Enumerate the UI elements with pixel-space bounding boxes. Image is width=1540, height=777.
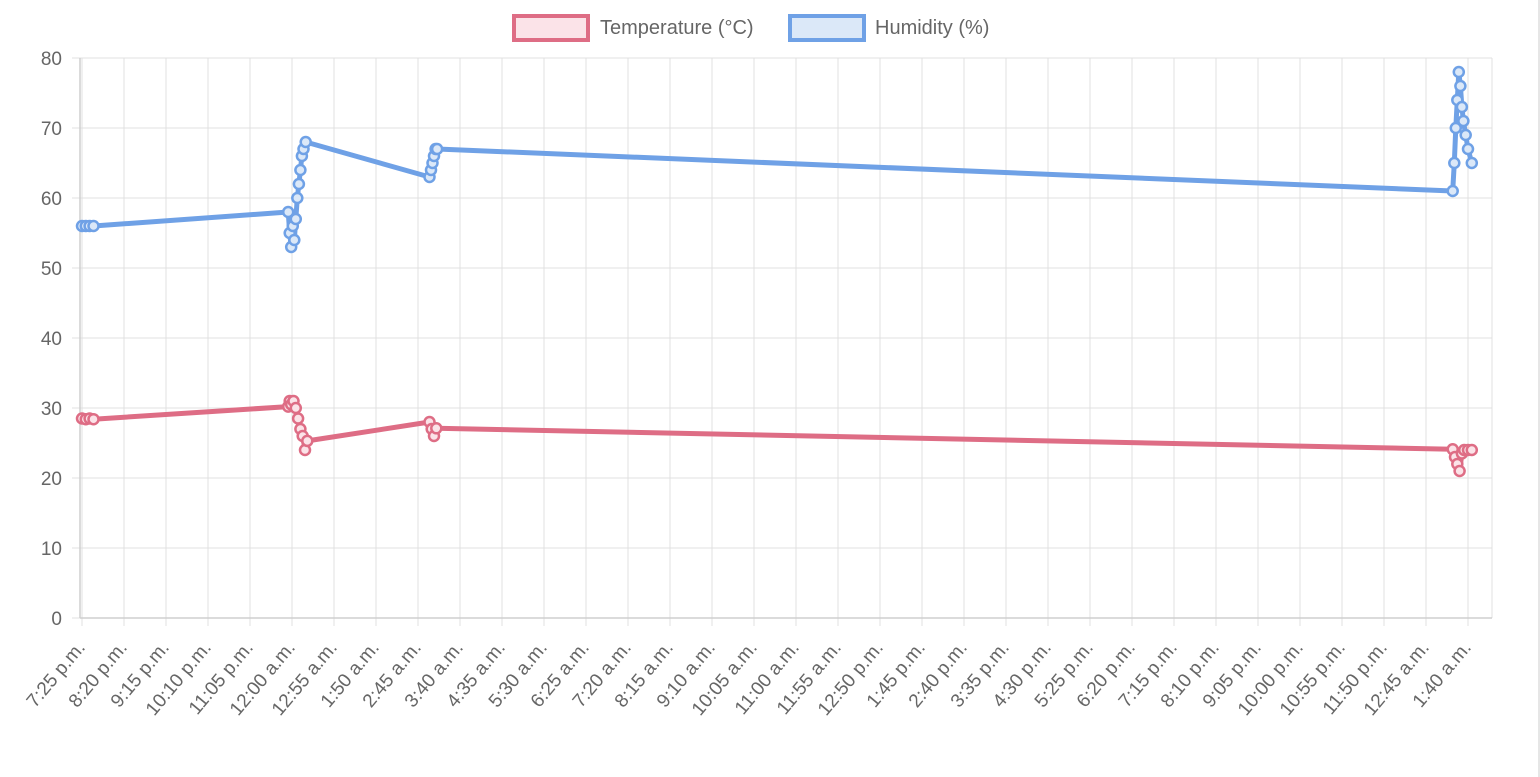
- data-point: [291, 191, 304, 205]
- data-point: [87, 412, 100, 426]
- y-tick-label: 60: [41, 189, 62, 210]
- data-point: [1455, 100, 1469, 114]
- y-tick-label: 30: [41, 399, 62, 420]
- y-tick-label: 0: [51, 609, 62, 630]
- data-point: [1446, 184, 1459, 198]
- y-tick-label: 80: [41, 49, 62, 70]
- data-point: [294, 163, 307, 177]
- data-point: [1453, 464, 1466, 478]
- legend-label-temperature: Temperature (°C): [600, 17, 754, 39]
- legend-swatch-temperature: [512, 14, 590, 42]
- right-edge-divider: [1538, 0, 1540, 777]
- series-layer: [75, 65, 1479, 478]
- data-point: [292, 177, 306, 191]
- data-point: [1449, 121, 1463, 135]
- data-point: [430, 142, 444, 156]
- series-0: [75, 394, 1479, 478]
- data-point: [301, 434, 314, 448]
- y-tick-label: 20: [41, 469, 62, 490]
- data-point: [281, 205, 295, 219]
- data-point: [1452, 65, 1466, 79]
- x-axis: 7:25 p.m.8:20 p.m.9:15 p.m.10:10 p.m.11:…: [23, 638, 1476, 720]
- y-axis: 0 10 20 30 40 50 60 70 80: [41, 49, 62, 630]
- data-point: [1465, 156, 1479, 170]
- data-point: [291, 412, 305, 425]
- data-point: [87, 219, 100, 233]
- data-point: [288, 233, 301, 247]
- grid: [72, 57, 1493, 626]
- data-point: [289, 401, 303, 415]
- legend-item-humidity[interactable]: Humidity (%): [788, 14, 989, 42]
- legend-swatch-humidity: [788, 14, 866, 42]
- legend-label-humidity: Humidity (%): [875, 17, 989, 39]
- legend-item-temperature[interactable]: Temperature (°C): [512, 14, 754, 42]
- y-tick-label: 40: [41, 329, 62, 350]
- y-tick-label: 50: [41, 259, 62, 280]
- data-point: [289, 212, 303, 226]
- data-point: [1457, 114, 1470, 128]
- data-point: [1461, 142, 1475, 156]
- data-point: [1448, 156, 1461, 170]
- chart-legend: Temperature (°C) Humidity (%): [512, 14, 989, 42]
- data-point: [430, 422, 443, 435]
- y-tick-label: 10: [41, 539, 62, 560]
- series-1: [75, 65, 1479, 254]
- data-point: [1465, 443, 1479, 457]
- data-point: [1459, 128, 1472, 142]
- y-tick-label: 70: [41, 119, 62, 140]
- data-point: [1454, 79, 1467, 93]
- data-point: [299, 135, 312, 149]
